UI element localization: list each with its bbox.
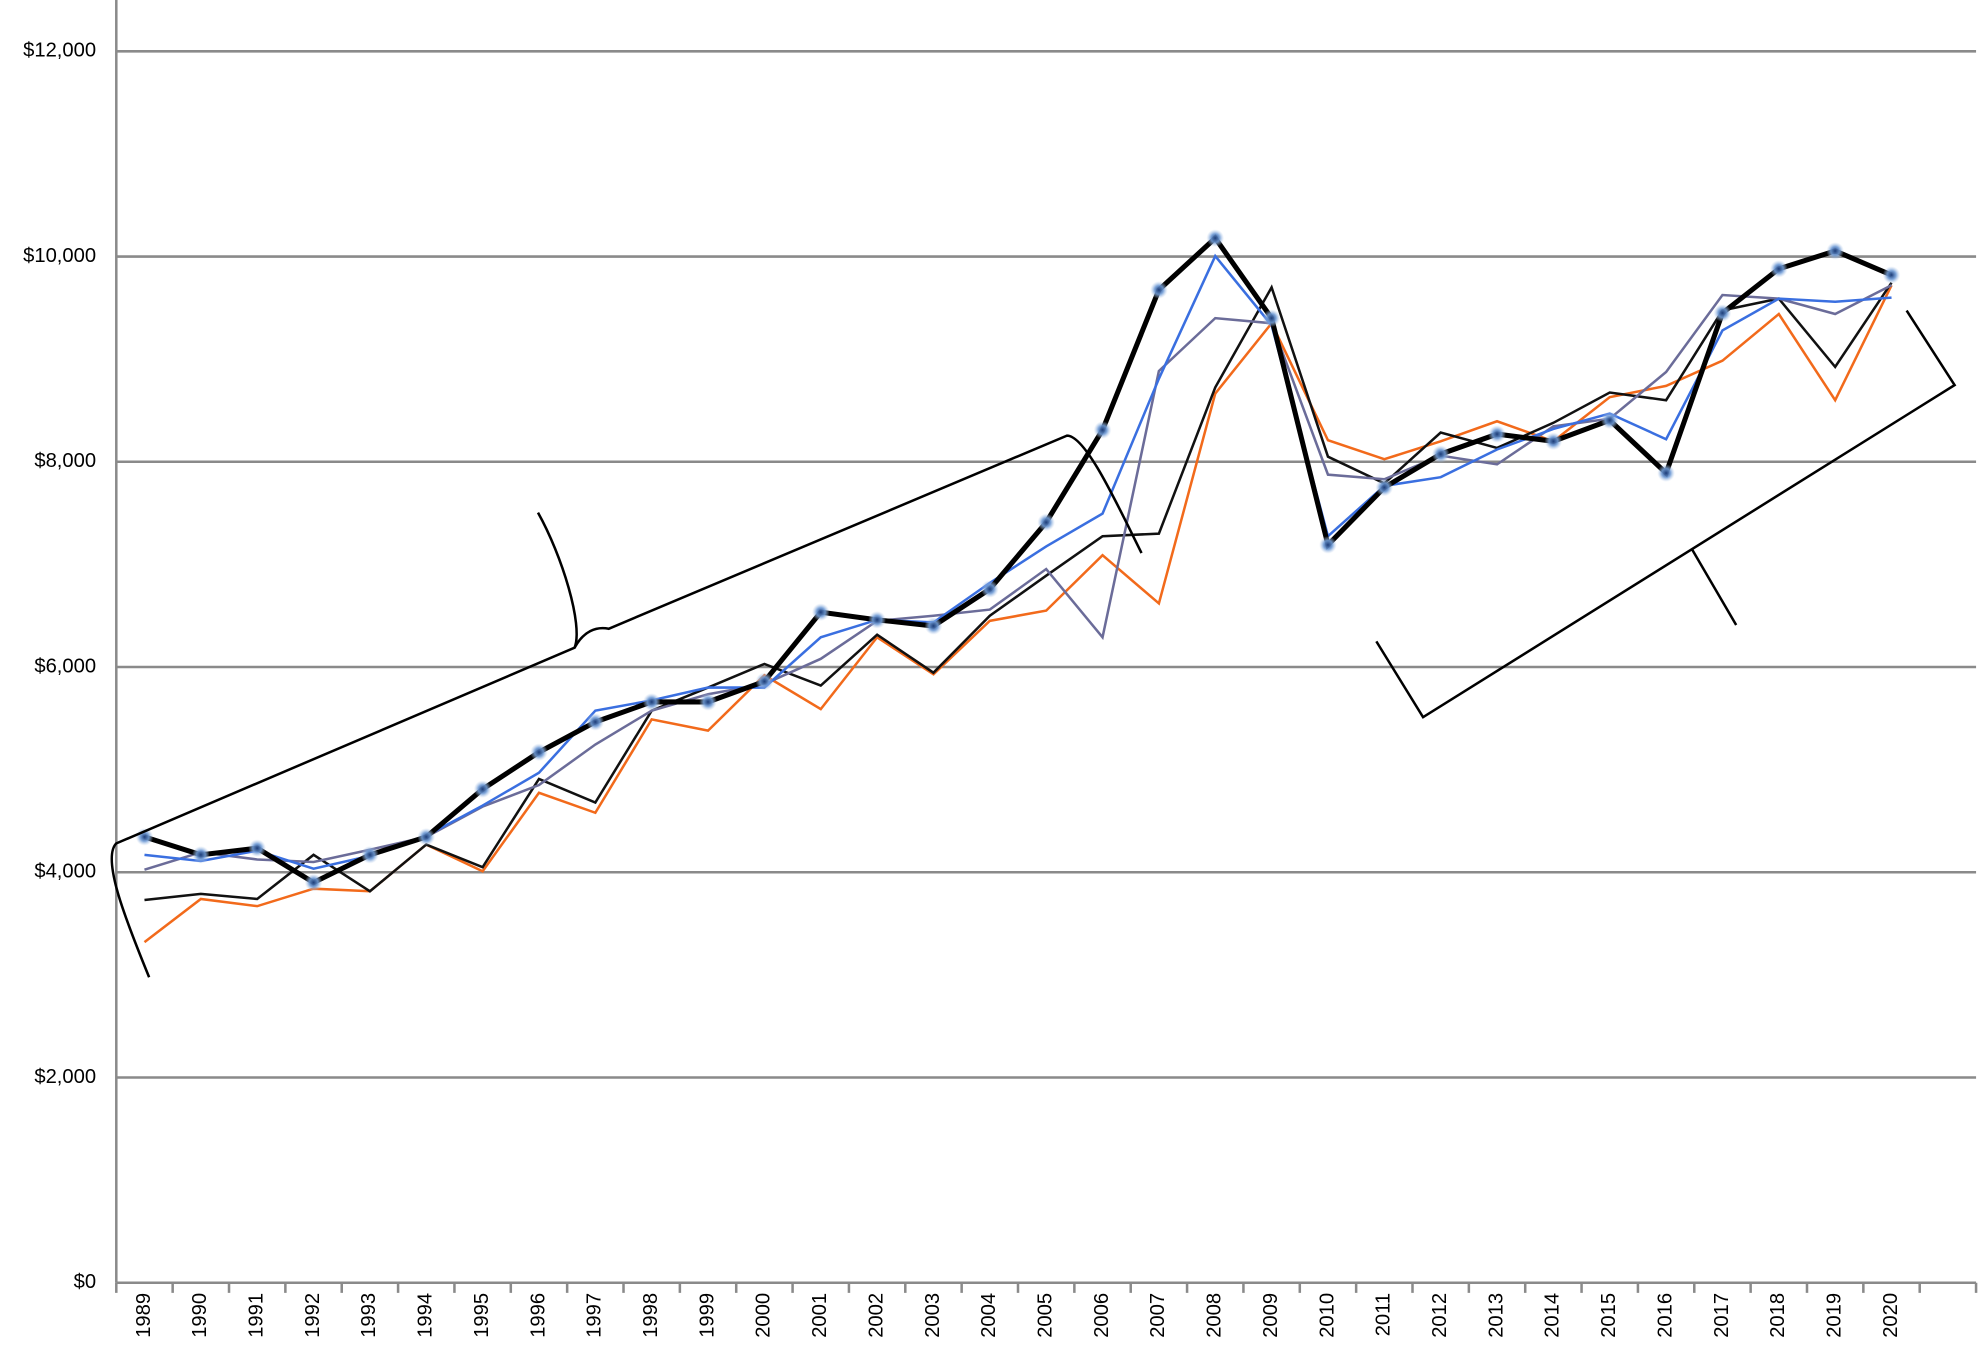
x-tick-label: 2005: [1035, 1293, 1057, 1338]
data-point: [642, 693, 661, 711]
bracket-stroke: [110, 511, 578, 978]
x-tick-label: 1999: [696, 1293, 718, 1338]
x-tick-label: 2007: [1147, 1293, 1169, 1338]
x-tick-label: 1991: [246, 1293, 268, 1338]
x-tick-label: 2014: [1542, 1293, 1564, 1338]
annotation-strokes: [110, 309, 1957, 978]
x-tick-label: 2006: [1091, 1293, 1113, 1338]
data-point: [1488, 425, 1506, 443]
series-line: [144, 282, 1893, 902]
data-point: [248, 839, 267, 858]
x-tick-label: 2008: [1204, 1293, 1226, 1338]
data-point: [1826, 242, 1845, 260]
series-line: [144, 284, 1893, 871]
series-line: [143, 234, 1893, 886]
x-tick-label: 2003: [922, 1293, 944, 1338]
y-tick-label: $2,000: [34, 1066, 96, 1088]
data-point: [811, 603, 830, 621]
plot-area: [135, 229, 1901, 944]
x-tick-label: 1994: [415, 1293, 437, 1338]
data-point: [304, 873, 323, 892]
data-point: [1319, 536, 1337, 554]
x-tick-label: 1993: [358, 1293, 380, 1338]
data-point: [980, 580, 999, 598]
data-point: [191, 846, 210, 864]
data-point: [473, 780, 492, 798]
x-tick-label: 2015: [1598, 1293, 1620, 1338]
x-tick-label: 1989: [133, 1293, 155, 1338]
data-point: [755, 672, 774, 691]
y-tick-label: $12,000: [23, 40, 96, 62]
x-tick-label: 2013: [1485, 1293, 1507, 1338]
x-tick-label: 1996: [527, 1293, 549, 1338]
x-tick-label: 2020: [1880, 1293, 1902, 1338]
data-point: [417, 828, 436, 846]
data-point: [1262, 309, 1281, 327]
data-point: [1713, 304, 1732, 322]
data-point: [1882, 266, 1901, 284]
data-point: [530, 743, 548, 762]
data-point: [1544, 432, 1563, 451]
x-tick-label: 2002: [865, 1293, 887, 1338]
x-tick-label: 2004: [978, 1293, 1000, 1338]
data-point: [1037, 513, 1056, 532]
grid: $0 $2,000 $4,000 $6,000 $8,000 $10,000 $12,000…: [23, 0, 1978, 1338]
x-tick-label: 2012: [1429, 1293, 1451, 1338]
x-tick-label: 2017: [1711, 1293, 1733, 1338]
data-point: [1769, 260, 1788, 278]
bracket-stroke: [1375, 309, 1957, 719]
data-point: [1206, 229, 1225, 247]
y-tick-label: $6,000: [34, 655, 96, 677]
x-tick-label: 1998: [640, 1293, 662, 1338]
x-tick-label: 2000: [753, 1293, 775, 1338]
data-point: [1600, 411, 1619, 430]
data-point: [1150, 281, 1168, 299]
data-point: [1431, 445, 1450, 463]
data-point: [699, 693, 717, 711]
bracket-stroke: [573, 434, 1143, 649]
data-point: [924, 617, 943, 635]
x-tick-label: 1997: [584, 1293, 606, 1338]
x-tick-label: 1995: [471, 1293, 493, 1338]
y-tick-label: $4,000: [34, 861, 96, 883]
x-tick-label: 1990: [189, 1293, 211, 1338]
x-tick-label: 2001: [809, 1293, 831, 1338]
x-tick-label: 2016: [1654, 1293, 1676, 1338]
data-point: [586, 713, 605, 731]
x-tick-label: 2009: [1260, 1293, 1282, 1338]
bracket-stroke: [1690, 548, 1738, 626]
data-point: [1657, 464, 1675, 482]
y-tick-label: $0: [74, 1271, 96, 1293]
x-tick-label: 1992: [302, 1293, 324, 1338]
x-tick-label: 2019: [1824, 1293, 1846, 1338]
x-tick-label: 2011: [1373, 1293, 1395, 1336]
data-point: [361, 846, 379, 864]
y-tick-label: $10,000: [23, 245, 96, 267]
y-tick-label: $8,000: [34, 450, 96, 472]
x-tick-label: 2018: [1767, 1293, 1789, 1338]
data-point: [868, 610, 886, 629]
x-tick-label: 2010: [1316, 1293, 1338, 1338]
data-point: [1375, 478, 1394, 497]
series-line: [144, 253, 1892, 870]
data-point: [1093, 421, 1112, 439]
